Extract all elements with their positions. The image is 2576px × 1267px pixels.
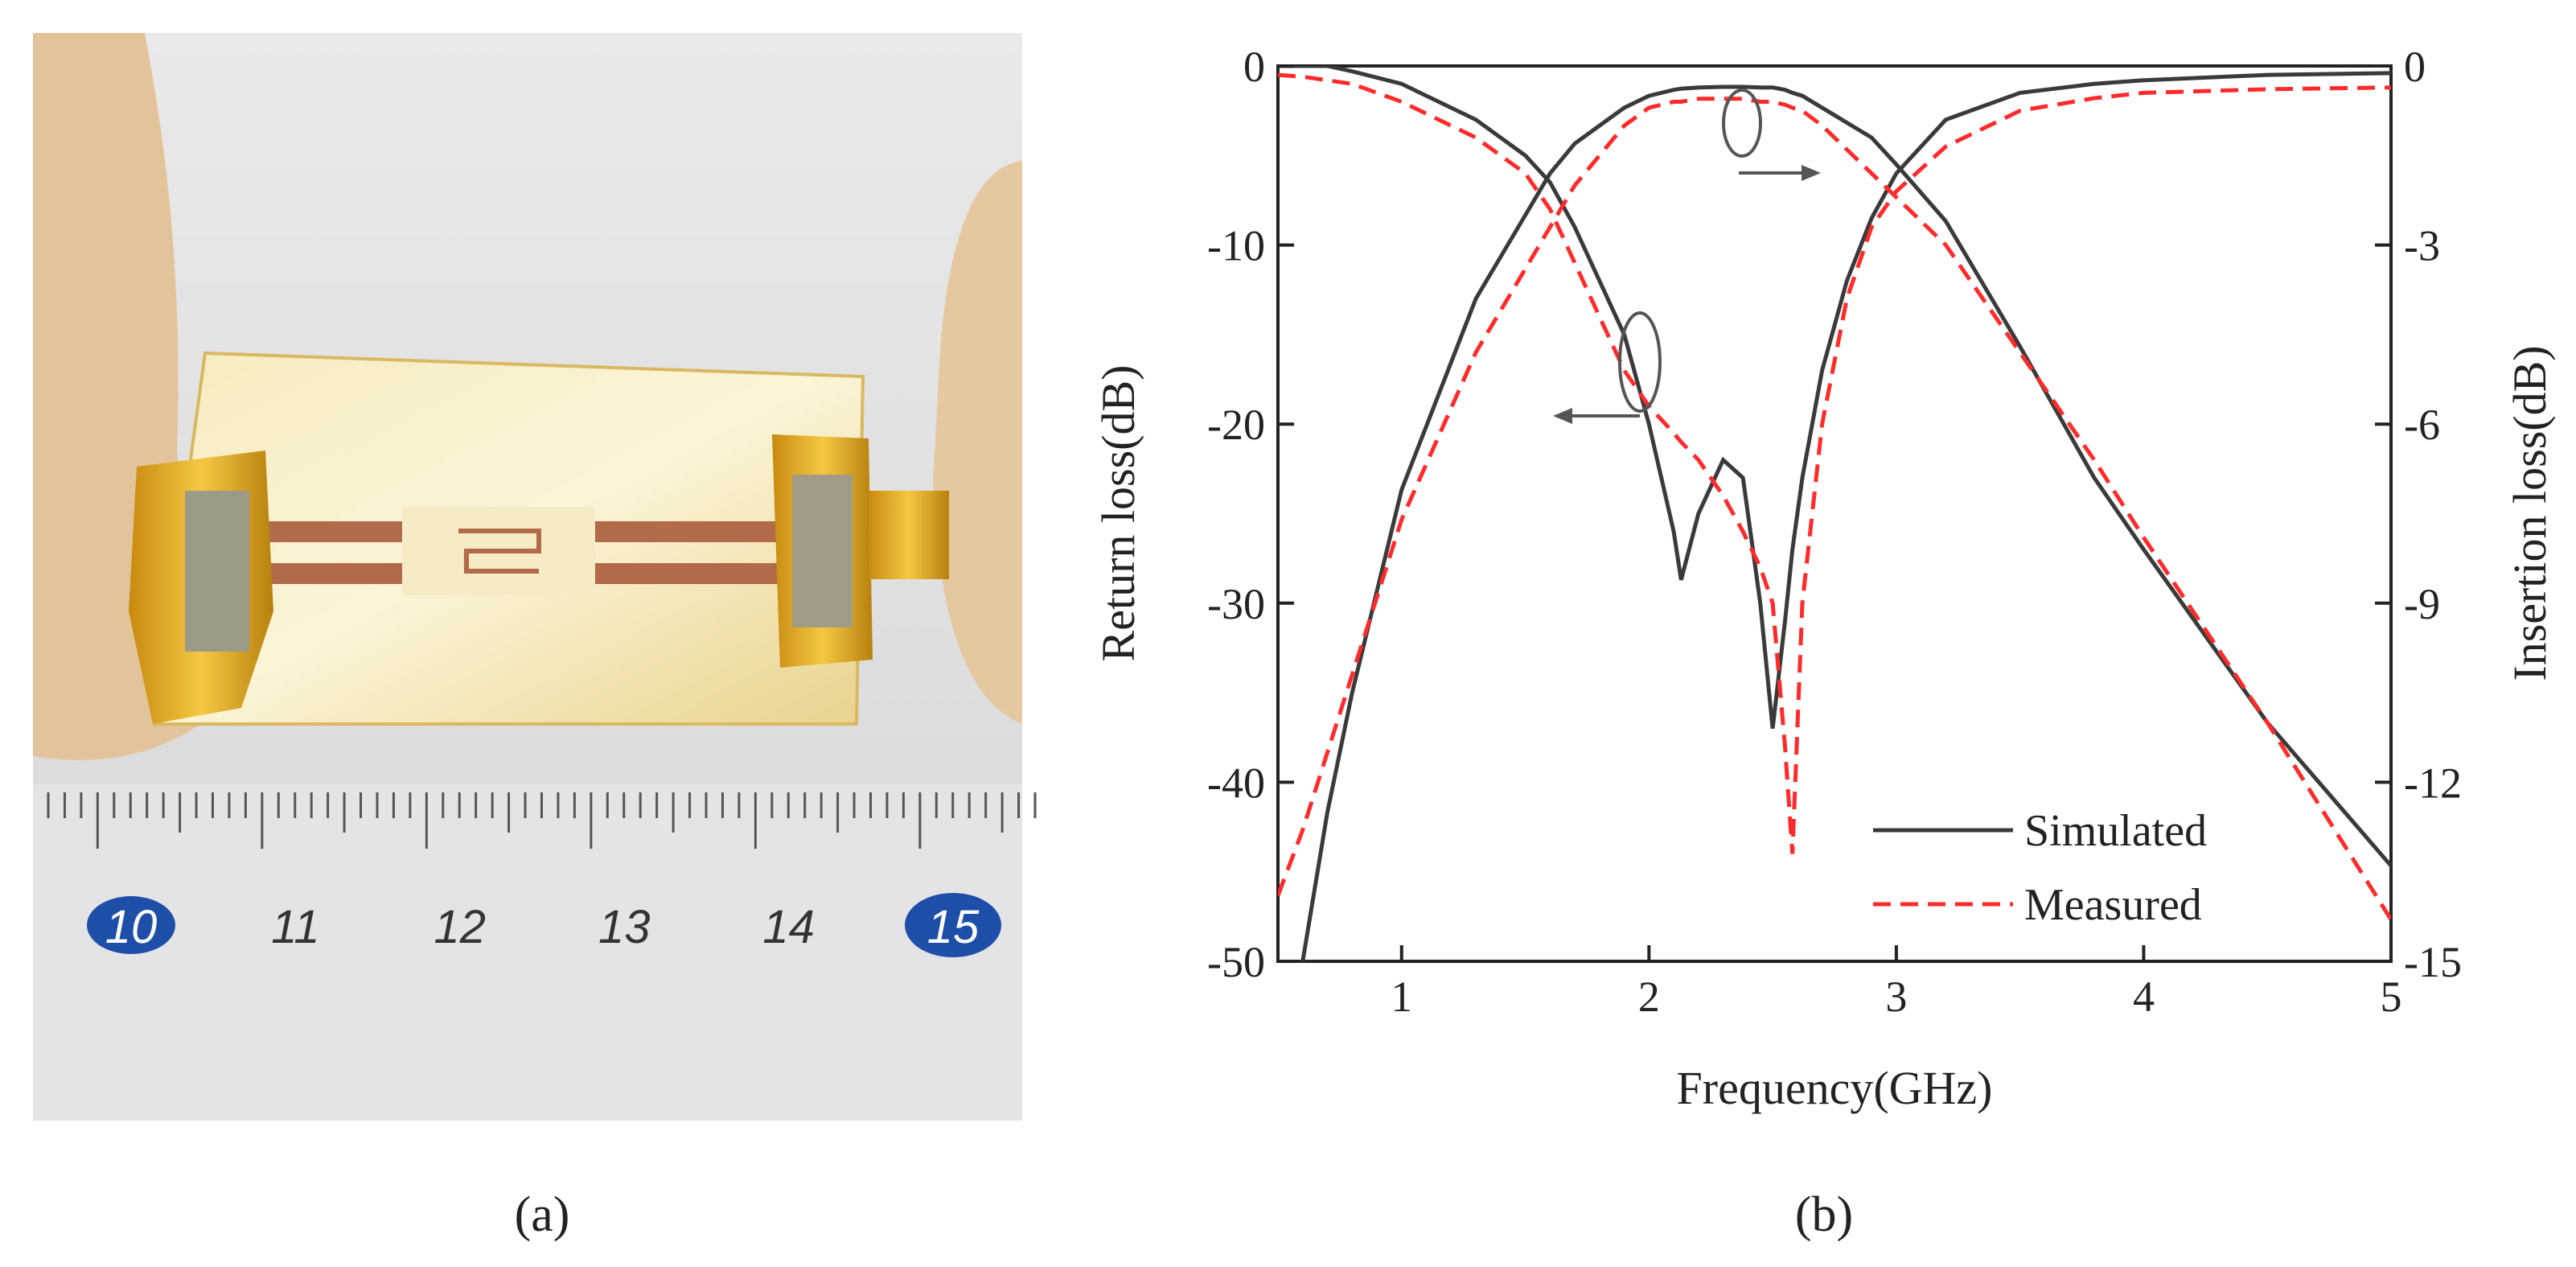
solder-left <box>185 491 249 652</box>
y2-tick-label: 0 <box>2404 43 2426 91</box>
plot-frame <box>1276 64 2393 963</box>
caption: (a) <box>515 1187 570 1242</box>
right-finger <box>933 161 1022 724</box>
ruler-label: 14 <box>762 901 815 953</box>
annotation-ellipse <box>1618 311 1662 413</box>
y2-axis-label: Insertion loss(dB) <box>2504 345 2556 681</box>
y2-tick-label: -6 <box>2404 401 2440 449</box>
y2-tick-label: -3 <box>2404 222 2440 270</box>
ruler-label: 11 <box>271 901 319 953</box>
y2-tick-label: -12 <box>2404 759 2462 807</box>
y-axis-label: Return loss(dB) <box>1092 365 1144 662</box>
series-line <box>1278 72 2391 854</box>
sma-pin <box>869 491 949 579</box>
x-tick-label: 5 <box>2381 973 2402 1021</box>
ruler-badge <box>87 896 175 954</box>
series-line <box>1300 84 2391 961</box>
ruler <box>33 784 1022 1121</box>
chart: Frequency(GHz) Return loss(dB) Insertion… <box>1092 43 2556 1114</box>
plot-area <box>1278 66 2391 961</box>
legend-label: Simulated <box>2024 806 2207 856</box>
annotation-ellipse <box>1722 88 1762 158</box>
ruler-label: 10 <box>105 901 158 953</box>
ruler-label: 12 <box>434 901 487 953</box>
y-tick-label: -20 <box>1207 401 1265 449</box>
photo: 10 11 12 13 14 15 <box>33 33 1037 1121</box>
annotation-arrowhead <box>1802 165 1821 181</box>
ruler-ticks <box>47 792 1037 849</box>
y-tick-label: -40 <box>1207 759 1265 807</box>
series-line <box>1278 97 2391 921</box>
ruler-label: 15 <box>927 901 980 953</box>
x-tick-label: 1 <box>1391 973 1412 1021</box>
x-tick-label: 2 <box>1638 973 1660 1021</box>
y-tick-label: -10 <box>1207 222 1265 270</box>
y2-tick-label: -9 <box>2404 580 2440 628</box>
ruler-labels: 10 11 12 13 14 15 <box>105 901 980 953</box>
y-tick-label: 0 <box>1243 43 1265 91</box>
legend-label: Measured <box>2024 880 2202 930</box>
solder-right <box>792 475 853 627</box>
x-tick-label: 4 <box>2133 973 2155 1021</box>
ruler-badge <box>905 893 1001 957</box>
caption: (b) <box>1795 1187 1853 1242</box>
series-line <box>1278 66 2391 729</box>
annotation-arrowhead <box>1553 408 1572 424</box>
x-axis-label: Frequency(GHz) <box>1677 1062 1993 1114</box>
resonator-slot <box>458 529 541 574</box>
ruler-label: 13 <box>598 901 651 953</box>
y-tick-label: -30 <box>1207 580 1265 628</box>
y2-tick-label: -15 <box>2404 938 2462 986</box>
x-tick-label: 3 <box>1885 973 1907 1021</box>
y-tick-label: -50 <box>1207 938 1265 986</box>
